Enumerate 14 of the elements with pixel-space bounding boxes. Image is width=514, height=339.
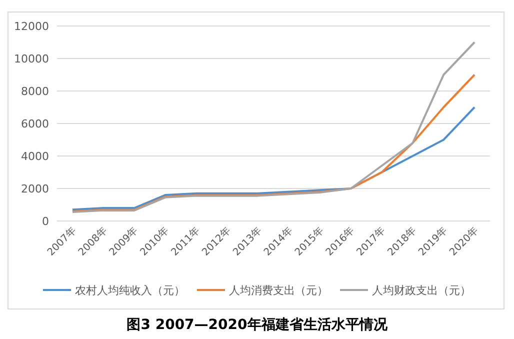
line-series xyxy=(71,106,476,211)
legend-label: 人均财政支出（元） xyxy=(372,284,471,297)
y-tick-label: 6000 xyxy=(21,118,49,130)
line-series xyxy=(71,74,476,212)
y-tick-label: 4000 xyxy=(21,150,49,163)
legend-label: 人均消费支出（元） xyxy=(229,284,328,297)
legend-label: 农村人均纯收入（元） xyxy=(75,284,185,297)
text: 图3 2007—2020年福建省生活水平情况 xyxy=(126,316,388,333)
y-tick-label: 10000 xyxy=(14,52,49,66)
y-tick-label: 8000 xyxy=(21,85,49,98)
line-series xyxy=(71,41,476,214)
y-tick-label: 2000 xyxy=(21,182,49,196)
y-tick-label: 12000 xyxy=(14,20,49,33)
y-tick-label: 0 xyxy=(42,215,49,228)
